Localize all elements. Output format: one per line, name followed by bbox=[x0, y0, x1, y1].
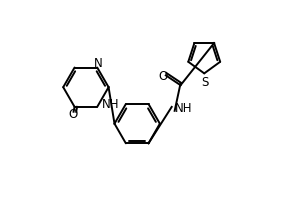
Text: S: S bbox=[202, 76, 209, 89]
Text: O: O bbox=[68, 108, 77, 121]
Text: N: N bbox=[94, 57, 103, 70]
Text: O: O bbox=[158, 70, 167, 83]
Text: NH: NH bbox=[175, 102, 192, 115]
Text: NH: NH bbox=[102, 98, 120, 111]
